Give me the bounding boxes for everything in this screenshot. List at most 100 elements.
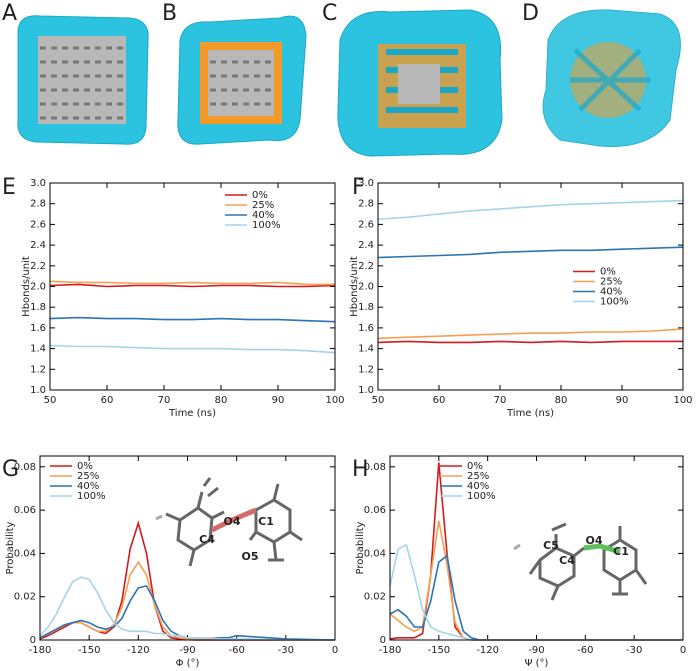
legend-label: 0% — [77, 461, 93, 472]
y-tick-label: 1.4 — [30, 344, 46, 355]
annotation: C4 — [199, 533, 215, 546]
x-tick-label: 50 — [372, 395, 385, 406]
plot-frame — [39, 455, 336, 641]
x-tick-label: -30 — [626, 645, 642, 656]
panel-label: H — [352, 457, 369, 482]
render-a — [17, 15, 149, 145]
legend-label: 40% — [77, 481, 99, 492]
line-series — [39, 576, 335, 641]
annotation: O4 — [223, 515, 240, 528]
legend-label: 25% — [600, 277, 622, 288]
legend-label: 100% — [252, 220, 281, 231]
legend-label: 40% — [467, 481, 489, 492]
x-axis-label: Time (ns) — [506, 408, 554, 419]
x-tick-label: -60 — [228, 645, 244, 656]
x-tick-label: 60 — [433, 395, 446, 406]
x-tick-label: 80 — [215, 395, 228, 406]
line-series — [377, 246, 684, 259]
line-series — [377, 328, 684, 340]
legend-label: 25% — [467, 471, 489, 482]
y-tick-label: 0 — [380, 635, 386, 646]
annotation: C1 — [258, 515, 274, 528]
y-tick-label: 2.6 — [358, 219, 374, 230]
render-b — [177, 15, 307, 145]
y-tick-label: 0.08 — [14, 462, 36, 473]
y-tick-label: 0.08 — [364, 462, 386, 473]
y-tick-label: 0.02 — [14, 592, 36, 603]
panel-label: C — [322, 1, 337, 26]
y-tick-label: 2.2 — [358, 261, 374, 272]
line-series — [39, 584, 336, 641]
render-c — [337, 9, 503, 157]
x-tick-label: -180 — [379, 645, 402, 656]
y-tick-label: 1.8 — [30, 302, 46, 313]
x-tick-label: 100 — [325, 395, 344, 406]
panel-label: F — [352, 175, 365, 200]
y-tick-label: 3.0 — [358, 178, 374, 189]
legend-label: 25% — [77, 471, 99, 482]
y-tick-label: 1.2 — [358, 364, 374, 375]
molecule-h — [513, 522, 648, 601]
panel-label: B — [162, 1, 177, 26]
y-tick-label: 2.0 — [358, 282, 374, 293]
legend-label: 100% — [600, 297, 629, 308]
legend-label: 100% — [77, 491, 106, 502]
legend-label: 25% — [252, 200, 274, 211]
molecule-g — [155, 477, 303, 567]
y-axis-label: Hbonds/unit — [21, 256, 32, 317]
line-series — [39, 560, 335, 641]
line-series — [49, 316, 336, 323]
y-axis-label: Probability — [355, 521, 366, 574]
legend-label: 0% — [467, 461, 483, 472]
y-tick-label: 0.02 — [364, 592, 386, 603]
x-tick-label: -30 — [278, 645, 294, 656]
line-series — [39, 520, 335, 641]
x-tick-label: -180 — [29, 645, 52, 656]
y-tick-label: 1.4 — [358, 344, 374, 355]
y-axis-label: Probability — [5, 521, 16, 574]
line-series — [49, 280, 335, 286]
y-tick-label: 1.2 — [30, 364, 46, 375]
x-tick-label: 70 — [494, 395, 507, 406]
line-series — [377, 340, 683, 344]
x-tick-label: 90 — [272, 395, 285, 406]
line-series — [49, 283, 336, 288]
y-tick-label: 3.0 — [30, 178, 46, 189]
y-tick-label: 0.04 — [364, 548, 386, 559]
x-tick-label: -120 — [127, 645, 150, 656]
y-tick-label: 2.8 — [358, 199, 374, 210]
y-tick-label: 2.2 — [30, 261, 46, 272]
x-axis-label: Ψ (°) — [525, 658, 549, 669]
legend-label: 0% — [252, 190, 268, 201]
line-series — [389, 554, 683, 641]
y-tick-label: 1.6 — [30, 323, 46, 334]
annotation: C1 — [613, 545, 629, 558]
line-series — [49, 344, 336, 354]
x-tick-label: 0 — [332, 645, 338, 656]
y-tick-label: 2.4 — [30, 240, 46, 251]
x-tick-label: -90 — [528, 645, 544, 656]
legend-label: 0% — [600, 267, 616, 278]
legend-label: 40% — [252, 210, 274, 221]
y-tick-label: 1.0 — [358, 385, 374, 396]
y-axis-label: Hbonds/unit — [349, 256, 360, 317]
x-axis-label: Time (ns) — [168, 408, 216, 419]
plot-frame — [389, 455, 684, 641]
y-tick-label: 2.6 — [30, 219, 46, 230]
x-tick-label: 50 — [44, 395, 57, 406]
annotation: O4 — [585, 534, 602, 547]
y-tick-label: 1.6 — [358, 323, 374, 334]
x-tick-label: -60 — [577, 645, 593, 656]
panel-label: A — [2, 1, 17, 26]
line-series — [377, 199, 684, 220]
panel-label: E — [2, 175, 16, 200]
render-d — [542, 9, 681, 147]
panel-label: G — [2, 457, 19, 482]
legend-label: 40% — [600, 287, 622, 298]
x-tick-label: 70 — [158, 395, 171, 406]
annotation: O5 — [241, 550, 258, 563]
y-tick-label: 2.4 — [358, 240, 374, 251]
plot-frame — [377, 182, 684, 391]
annotation: C5 — [543, 539, 559, 552]
